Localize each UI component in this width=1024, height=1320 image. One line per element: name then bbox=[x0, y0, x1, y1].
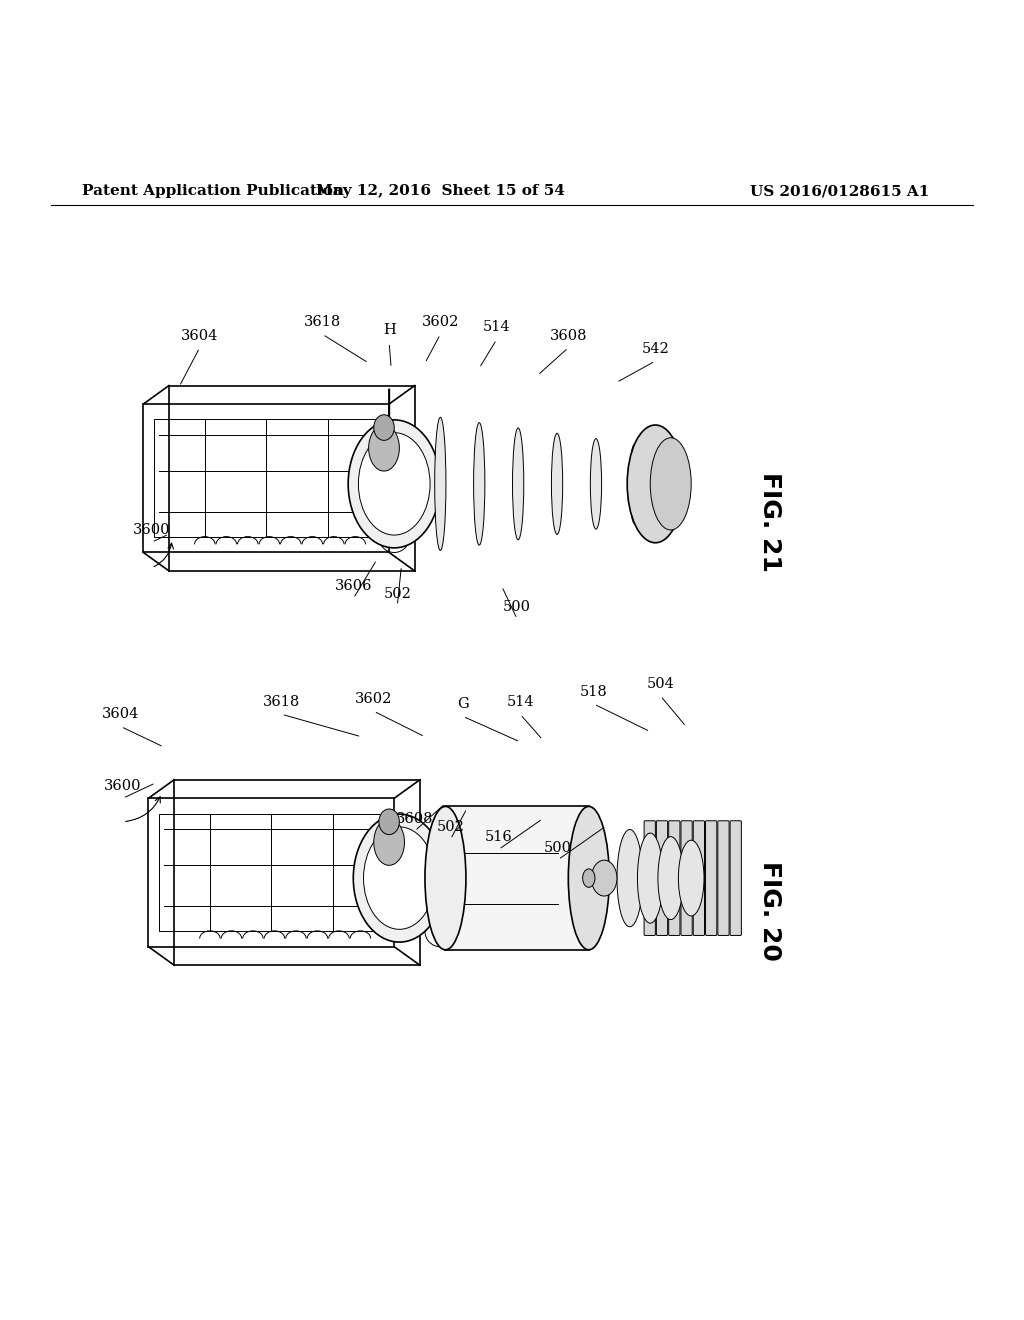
Ellipse shape bbox=[590, 438, 601, 529]
Text: 3600: 3600 bbox=[104, 779, 141, 793]
Ellipse shape bbox=[616, 829, 643, 927]
Text: 3618: 3618 bbox=[304, 315, 341, 329]
Ellipse shape bbox=[374, 820, 404, 866]
Ellipse shape bbox=[358, 433, 430, 535]
Text: 516: 516 bbox=[484, 830, 513, 845]
Circle shape bbox=[386, 529, 402, 545]
Text: 514: 514 bbox=[483, 321, 510, 334]
Ellipse shape bbox=[473, 422, 485, 545]
Text: FIG. 20: FIG. 20 bbox=[758, 861, 781, 961]
FancyBboxPatch shape bbox=[693, 821, 705, 936]
FancyBboxPatch shape bbox=[706, 821, 717, 936]
Text: 3604: 3604 bbox=[181, 329, 218, 343]
Ellipse shape bbox=[374, 414, 394, 441]
Text: 3602: 3602 bbox=[355, 692, 392, 706]
FancyBboxPatch shape bbox=[445, 807, 589, 950]
Ellipse shape bbox=[650, 438, 691, 529]
Text: 504: 504 bbox=[646, 677, 675, 690]
Ellipse shape bbox=[552, 433, 563, 535]
Ellipse shape bbox=[364, 826, 435, 929]
Text: 3604: 3604 bbox=[102, 708, 139, 722]
Ellipse shape bbox=[658, 837, 684, 920]
Text: G: G bbox=[457, 697, 469, 711]
Ellipse shape bbox=[583, 869, 595, 887]
Text: FIG. 21: FIG. 21 bbox=[758, 471, 781, 572]
Ellipse shape bbox=[513, 428, 523, 540]
FancyBboxPatch shape bbox=[644, 821, 655, 936]
Ellipse shape bbox=[637, 833, 664, 923]
Ellipse shape bbox=[379, 809, 399, 834]
FancyBboxPatch shape bbox=[730, 821, 741, 936]
FancyBboxPatch shape bbox=[718, 821, 729, 936]
Text: 3606: 3606 bbox=[335, 579, 372, 594]
Ellipse shape bbox=[348, 420, 440, 548]
Text: 3600: 3600 bbox=[133, 523, 170, 537]
Text: US 2016/0128615 A1: US 2016/0128615 A1 bbox=[750, 183, 930, 198]
Text: 3618: 3618 bbox=[263, 696, 300, 709]
Text: May 12, 2016  Sheet 15 of 54: May 12, 2016 Sheet 15 of 54 bbox=[315, 183, 565, 198]
Text: H: H bbox=[383, 323, 395, 338]
Ellipse shape bbox=[434, 417, 446, 550]
Ellipse shape bbox=[353, 814, 445, 942]
Text: 502: 502 bbox=[436, 820, 465, 834]
Ellipse shape bbox=[679, 841, 705, 916]
FancyBboxPatch shape bbox=[656, 821, 668, 936]
Text: 502: 502 bbox=[383, 586, 412, 601]
Ellipse shape bbox=[592, 861, 616, 896]
Text: 3608: 3608 bbox=[550, 329, 587, 343]
Ellipse shape bbox=[568, 807, 609, 950]
Text: 500: 500 bbox=[544, 841, 572, 854]
Text: 542: 542 bbox=[641, 342, 670, 356]
Ellipse shape bbox=[425, 807, 466, 950]
Ellipse shape bbox=[629, 444, 641, 524]
Text: 500: 500 bbox=[503, 599, 531, 614]
Text: 3608: 3608 bbox=[396, 812, 433, 826]
Text: 3602: 3602 bbox=[422, 315, 459, 329]
Text: Patent Application Publication: Patent Application Publication bbox=[82, 183, 344, 198]
Circle shape bbox=[432, 923, 449, 940]
Ellipse shape bbox=[627, 425, 684, 543]
Ellipse shape bbox=[369, 425, 399, 471]
FancyBboxPatch shape bbox=[681, 821, 692, 936]
FancyBboxPatch shape bbox=[669, 821, 680, 936]
Text: 518: 518 bbox=[580, 685, 608, 698]
Text: 514: 514 bbox=[507, 696, 534, 709]
